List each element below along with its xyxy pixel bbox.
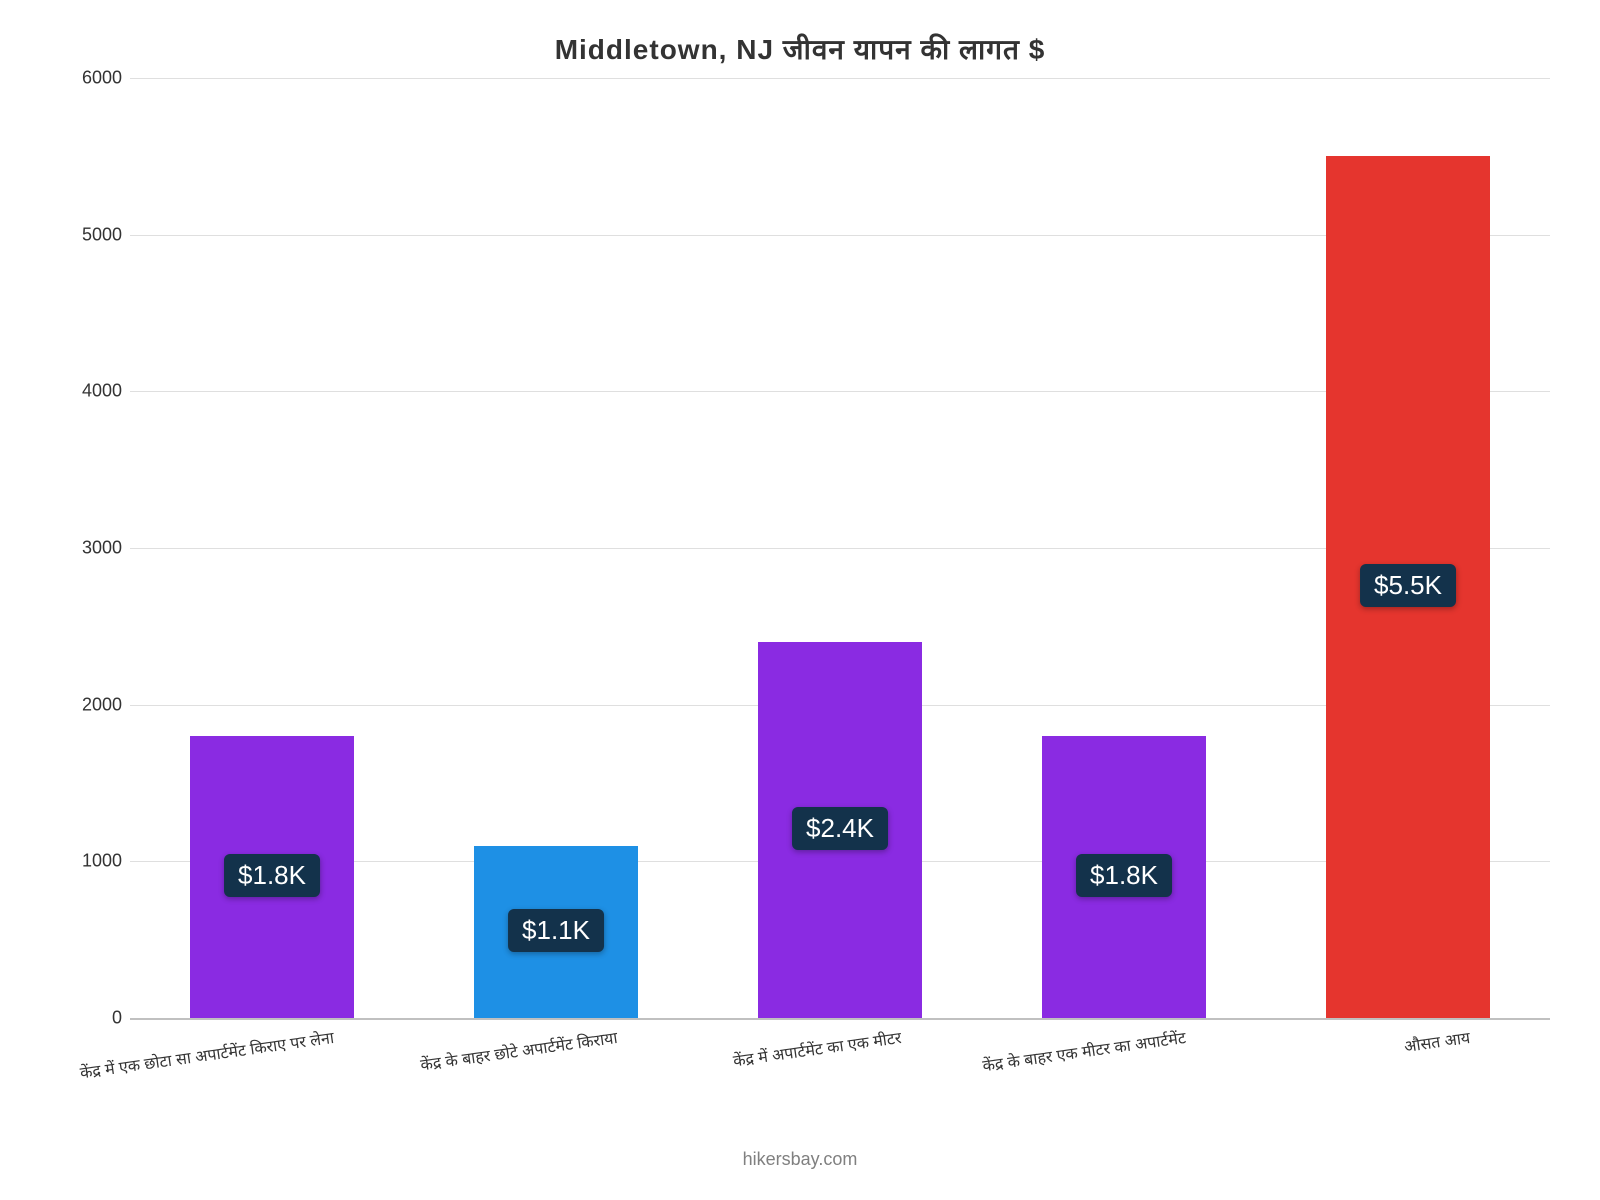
y-tick-label: 3000 xyxy=(82,538,122,559)
x-axis: केंद्र में एक छोटा सा अपार्टमेंट किराए प… xyxy=(130,1018,1550,1078)
y-tick-label: 0 xyxy=(112,1008,122,1029)
x-tick-label: केंद्र के बाहर एक मीटर का अपार्टमेंट xyxy=(981,1026,1187,1076)
bar-value-label: $1.8K xyxy=(1076,854,1172,897)
y-tick-label: 6000 xyxy=(82,68,122,89)
x-tick-label: केंद्र में अपार्टमेंट का एक मीटर xyxy=(732,1026,903,1071)
y-tick-label: 5000 xyxy=(82,224,122,245)
bar-value-label: $1.8K xyxy=(224,854,320,897)
y-axis: 0100020003000400050006000 xyxy=(50,78,130,1018)
x-tick-label: केंद्र में एक छोटा सा अपार्टमेंट किराए प… xyxy=(78,1026,335,1083)
y-tick-label: 2000 xyxy=(82,694,122,715)
chart-title: Middletown, NJ जीवन यापन की लागत $ xyxy=(50,30,1550,68)
plot-wrapper: 0100020003000400050006000 $1.8K$1.1K$2.4… xyxy=(50,78,1550,1058)
x-tick-label: केंद्र के बाहर छोटे अपार्टमेंट किराया xyxy=(419,1026,619,1075)
plot-area: $1.8K $1.1K $2.4K $1.8K $5.5K xyxy=(130,78,1550,1020)
bar-value-label: $5.5K xyxy=(1360,564,1456,607)
x-tick-label: औसत आय xyxy=(1402,1026,1471,1057)
y-tick-label: 1000 xyxy=(82,851,122,872)
chart-container: Middletown, NJ जीवन यापन की लागत $ 0 1000… xyxy=(50,30,1550,1110)
bar-value-label: $2.4K xyxy=(792,807,888,850)
gridline xyxy=(130,78,1550,79)
bar-value-label: $1.1K xyxy=(508,909,604,952)
watermark-text: hikersbay.com xyxy=(0,1149,1600,1170)
y-tick-label: 4000 xyxy=(82,381,122,402)
